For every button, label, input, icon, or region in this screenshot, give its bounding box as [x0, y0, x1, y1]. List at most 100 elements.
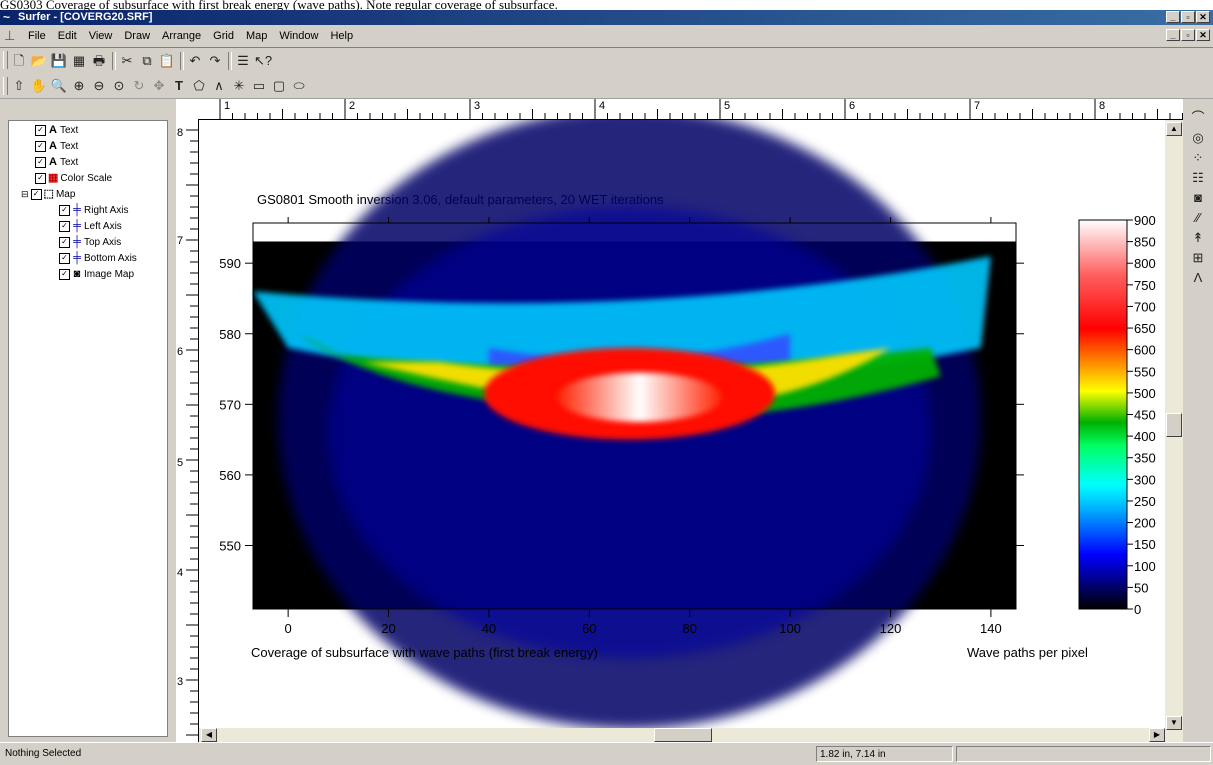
menu-map[interactable]: Map — [245, 30, 268, 42]
horizontal-scrollbar[interactable]: ◀ ▶ — [199, 728, 1165, 742]
axis-icon: ╪ — [73, 204, 81, 216]
colorbar-label[interactable]: Wave paths per pixel — [967, 645, 1088, 660]
checkbox-icon[interactable]: ✓ — [35, 173, 46, 184]
vertical-scroll-thumb[interactable] — [1166, 413, 1182, 437]
undo-icon[interactable]: ↶ — [189, 53, 201, 68]
horizontal-ruler[interactable]: 1 2 3 4 5 6 7 8 — [176, 99, 1183, 120]
toolbar-separator — [228, 52, 232, 70]
tree-item-text-2[interactable]: ✓ A Text — [35, 140, 78, 153]
checkbox-icon[interactable]: ✓ — [35, 141, 46, 152]
doc-close-button[interactable]: ✕ — [1196, 29, 1210, 41]
object-manager-tree[interactable]: ✓ A Text ✓ A Text ✓ A Text ✓ ▦ Color Sca… — [8, 120, 168, 737]
status-bar: Nothing Selected 1.82 in, 7.14 in — [0, 742, 1213, 765]
scroll-down-button[interactable]: ▼ — [1166, 716, 1182, 730]
vertical-ruler[interactable]: 8 7 6 5 4 3 — [176, 119, 199, 742]
tree-item-right-axis[interactable]: ✓ ╪ Right Axis — [59, 204, 128, 217]
status-text: Nothing Selected — [5, 748, 82, 759]
tree-item-label: Top Axis — [84, 237, 122, 248]
document-icon[interactable]: ⊥ — [4, 28, 16, 43]
rectangle-icon[interactable]: ▭ — [252, 78, 266, 93]
menu-window[interactable]: Window — [279, 30, 319, 42]
post-map-icon[interactable]: ⁘ — [1192, 150, 1204, 165]
select-arrow-icon[interactable]: ⇧ — [13, 78, 25, 93]
menu-draw[interactable]: Draw — [124, 30, 151, 42]
tree-item-map[interactable]: ⊟ ✓ ⬚ Map — [21, 188, 75, 201]
vertical-scrollbar[interactable]: ▲ ▼ — [1165, 120, 1183, 742]
contour-map-icon[interactable]: ◎ — [1192, 130, 1204, 145]
checkbox-icon[interactable]: ✓ — [35, 125, 46, 136]
copy-icon[interactable]: ⧉ — [142, 53, 152, 68]
maximize-button[interactable]: ▫ — [1181, 11, 1195, 23]
save-icon[interactable]: 💾 — [50, 53, 68, 68]
checkbox-icon[interactable]: ✓ — [59, 221, 70, 232]
rotate-icon[interactable]: ↻ — [133, 78, 145, 93]
grid-data-icon[interactable]: ▦ — [72, 53, 86, 68]
toolbar-grip[interactable] — [3, 77, 8, 95]
move-icon[interactable]: ✥ — [153, 78, 165, 93]
ruler-label: 4 — [599, 100, 606, 112]
menu-grid[interactable]: Grid — [213, 30, 234, 42]
rounded-rectangle-icon[interactable]: ▢ — [272, 78, 286, 93]
zoom-rect-icon[interactable]: 🔍 — [50, 78, 68, 93]
menu-arrange[interactable]: Arrange — [162, 30, 202, 42]
plot-canvas[interactable]: GS0801 Smooth inversion 3.06, default pa… — [199, 120, 1165, 728]
object-manager-icon[interactable]: ☰ — [237, 53, 249, 68]
tree-item-text-3[interactable]: ✓ A Text — [35, 156, 78, 169]
tree-item-left-axis[interactable]: ✓ ╪ Left Axis — [59, 220, 122, 233]
checkbox-icon[interactable]: ✓ — [59, 269, 70, 280]
zoom-fit-icon[interactable]: ⊙ — [113, 78, 125, 93]
doc-maximize-button[interactable]: ▫ — [1181, 29, 1195, 41]
surface-icon[interactable]: Λ — [1193, 270, 1203, 285]
checkbox-icon[interactable]: ✓ — [59, 253, 70, 264]
horizontal-scroll-thumb[interactable] — [654, 728, 712, 742]
checkbox-icon[interactable]: ✓ — [30, 189, 42, 200]
menu-file[interactable]: File — [28, 30, 46, 42]
x-axis-label[interactable]: Coverage of subsurface with wave paths (… — [251, 645, 598, 660]
tree-item-label: Map — [55, 189, 76, 200]
minimize-button[interactable]: _ — [1166, 11, 1180, 23]
checkbox-icon[interactable]: ✓ — [59, 237, 70, 248]
open-file-icon[interactable]: 📂 — [30, 53, 48, 68]
help-pointer-icon[interactable]: ↖? — [254, 53, 273, 68]
shaded-relief-icon[interactable]: ⁄⁄ — [1195, 210, 1201, 225]
symbol-icon[interactable]: ✳ — [233, 78, 245, 93]
doc-minimize-button[interactable]: _ — [1166, 29, 1180, 41]
text-icon[interactable]: T — [175, 78, 183, 93]
scroll-left-button[interactable]: ◀ — [201, 728, 217, 742]
image-map-tool-icon[interactable]: ◙ — [1194, 190, 1202, 205]
classed-post-icon[interactable]: ☷ — [1192, 170, 1204, 185]
colorbar-tick-label: 500 — [1134, 386, 1156, 401]
tree-item-top-axis[interactable]: ✓ ╪ Top Axis — [59, 236, 121, 249]
tree-item-color-scale[interactable]: ✓ ▦ Color Scale — [35, 172, 112, 185]
checkbox-icon[interactable]: ✓ — [35, 157, 46, 168]
ellipse-icon[interactable]: ⬭ — [293, 78, 305, 93]
redo-icon[interactable]: ↷ — [209, 53, 221, 68]
tree-item-label: Text — [60, 141, 79, 152]
tree-item-text-1[interactable]: ✓ A Text — [35, 124, 78, 137]
collapse-icon[interactable]: ⊟ — [21, 189, 29, 199]
menu-edit[interactable]: Edit — [57, 30, 77, 42]
new-file-icon[interactable]: 🗋 — [13, 53, 25, 68]
vector-map-icon[interactable]: ↟ — [1192, 230, 1204, 245]
hand-pan-icon[interactable]: ✋ — [30, 78, 48, 93]
base-map-icon[interactable]: ⌒ — [1191, 110, 1205, 125]
menu-view[interactable]: View — [88, 30, 113, 42]
polygon-icon[interactable]: ⬠ — [193, 78, 205, 93]
cut-icon[interactable]: ✂ — [121, 53, 133, 68]
zoom-out-icon[interactable]: ⊖ — [93, 78, 105, 93]
tree-item-bottom-axis[interactable]: ✓ ╪ Bottom Axis — [59, 252, 137, 265]
colorbar-tick-label: 700 — [1134, 299, 1156, 314]
scroll-right-button[interactable]: ▶ — [1149, 728, 1165, 742]
close-button[interactable]: ✕ — [1196, 11, 1210, 23]
tree-item-image-map[interactable]: ✓ ◙ Image Map — [59, 268, 134, 281]
wireframe-icon[interactable]: ⊞ — [1192, 250, 1204, 265]
toolbar-grip[interactable] — [3, 51, 8, 69]
zoom-in-icon[interactable]: ⊕ — [73, 78, 85, 93]
heatmap-svg[interactable]: 0 20 40 60 80 100 120 140 590 580 570 560 550 900 850… — [199, 120, 1165, 728]
menu-help[interactable]: Help — [330, 30, 354, 42]
scroll-up-button[interactable]: ▲ — [1166, 122, 1182, 136]
checkbox-icon[interactable]: ✓ — [59, 205, 70, 216]
polyline-icon[interactable]: ∧ — [214, 78, 224, 93]
paste-icon[interactable]: 📋 — [158, 53, 176, 68]
print-icon[interactable]: 🖶 — [92, 53, 106, 68]
